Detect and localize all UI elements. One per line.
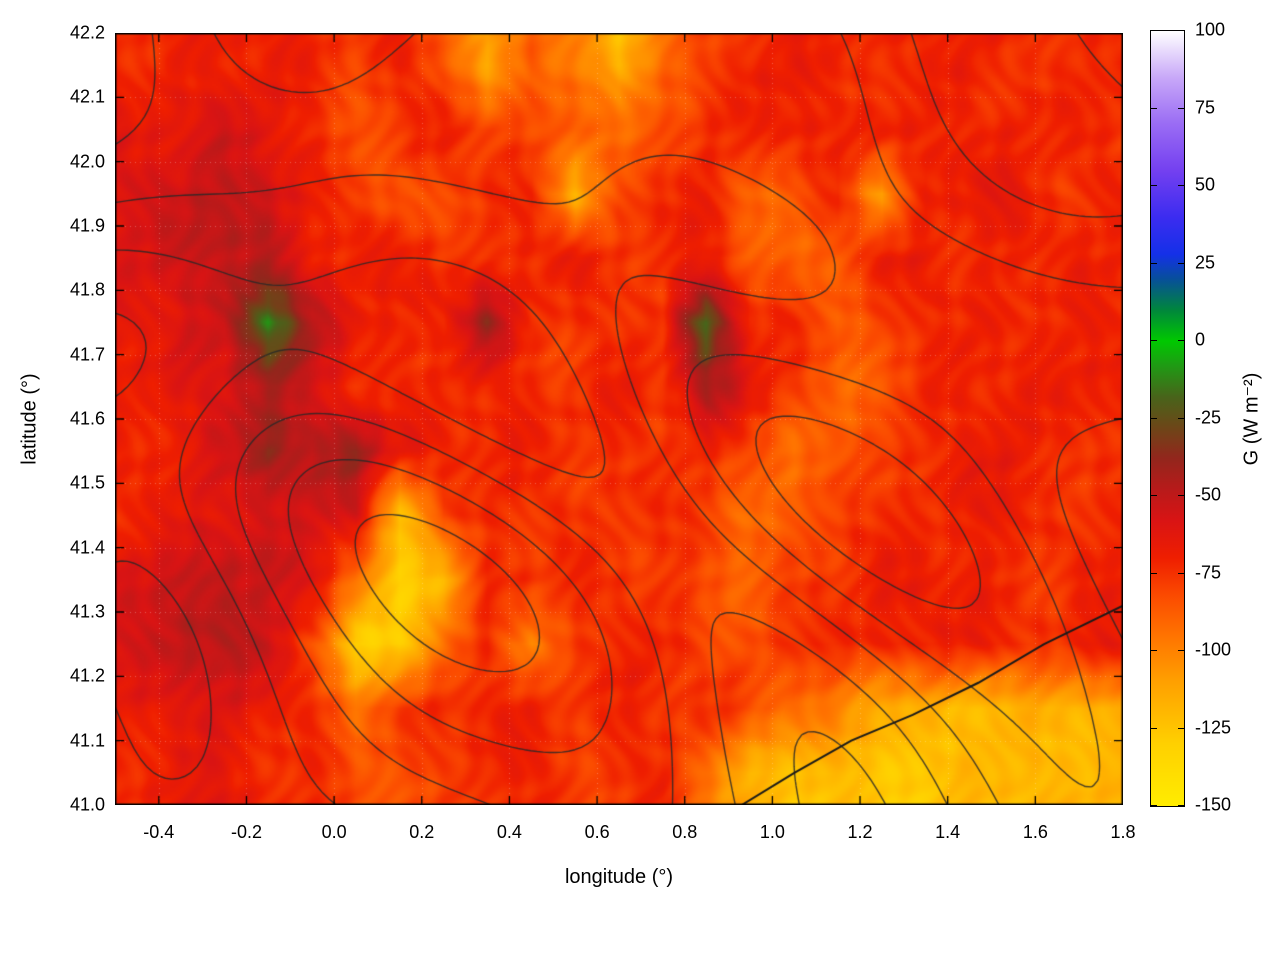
colorbar-tick-mark	[1178, 495, 1184, 496]
y-tick-label: 42.1	[69, 86, 105, 107]
colorbar-title: G (W m⁻²)	[1240, 372, 1263, 466]
y-tick-label: 42.0	[69, 151, 105, 172]
colorbar-tick-mark	[1151, 805, 1157, 806]
colorbar-tick-mark	[1151, 650, 1157, 651]
colorbar-tick-label: -50	[1195, 484, 1222, 505]
colorbar-tick-mark	[1178, 417, 1184, 419]
colorbar-tick-label: -125	[1195, 717, 1232, 737]
colorbar-tick-mark	[1151, 107, 1157, 109]
colorbar-tick-mark	[1178, 185, 1184, 186]
plot-area	[115, 33, 1123, 805]
colorbar-tick-mark	[1178, 727, 1184, 729]
colorbar-tick-mark	[1151, 417, 1157, 419]
colorbar-tick-label: 100	[1195, 19, 1226, 40]
y-tick-label: 41.1	[69, 730, 105, 751]
colorbar-tick-label: -150	[1195, 794, 1232, 815]
colorbar-tick-mark	[1151, 727, 1157, 729]
colorbar-tick-label: 0	[1195, 329, 1206, 350]
y-tick-label: 41.0	[69, 794, 105, 815]
colorbar-tick-mark	[1178, 340, 1184, 341]
colorbar-tick-label: 25	[1195, 252, 1216, 272]
colorbar-tick-mark	[1151, 185, 1157, 186]
colorbar-tick-mark	[1151, 495, 1157, 496]
colorbar-tick-mark	[1178, 30, 1184, 31]
x-tick-label: -0.2	[230, 822, 262, 842]
y-tick-label: 41.3	[69, 601, 105, 622]
x-tick-label: 1.2	[847, 822, 873, 842]
x-tick-label: 0.2	[409, 822, 435, 842]
x-tick-label: 0.6	[584, 822, 610, 842]
colorbar-tick-mark	[1178, 572, 1184, 574]
y-axis-title: latitude (°)	[18, 373, 41, 465]
y-tick-label: 41.4	[69, 537, 105, 558]
y-tick-label: 41.9	[69, 215, 105, 236]
y-tick-label: 41.5	[69, 472, 105, 493]
x-tick-label: 0.0	[321, 822, 347, 842]
contour-overlay-canvas	[115, 33, 1123, 805]
colorbar	[1150, 30, 1185, 807]
colorbar-tick-label: -100	[1195, 639, 1232, 660]
colorbar-tick-mark	[1178, 805, 1184, 806]
colorbar-tick-label: 50	[1195, 174, 1216, 195]
x-tick-label: 1.4	[935, 822, 961, 842]
y-tick-label: 41.7	[69, 344, 105, 365]
x-tick-label: 1.0	[759, 822, 785, 842]
colorbar-tick-mark	[1178, 262, 1184, 264]
colorbar-tick-label: -25	[1195, 407, 1222, 427]
colorbar-tick-mark	[1151, 340, 1157, 341]
colorbar-tick-label: -75	[1195, 562, 1222, 582]
x-tick-label: 1.8	[1110, 822, 1136, 842]
x-axis-title: longitude (°)	[564, 866, 674, 888]
colorbar-tick-mark	[1178, 650, 1184, 651]
x-tick-label: 0.4	[496, 822, 522, 842]
y-tick-label: 41.8	[69, 279, 105, 300]
x-tick-label: 1.6	[1022, 822, 1048, 842]
x-tick-label: 0.8	[672, 822, 698, 842]
colorbar-tick-mark	[1178, 107, 1184, 109]
colorbar-tick-mark	[1151, 572, 1157, 574]
colorbar-tick-mark	[1151, 262, 1157, 264]
colorbar-tick-mark	[1151, 30, 1157, 31]
y-tick-label: 41.2	[69, 665, 105, 686]
y-tick-label: 41.6	[69, 408, 105, 429]
colorbar-tick-label: 75	[1195, 97, 1216, 117]
y-tick-label: 42.2	[69, 22, 105, 43]
x-tick-label: -0.4	[143, 822, 175, 842]
